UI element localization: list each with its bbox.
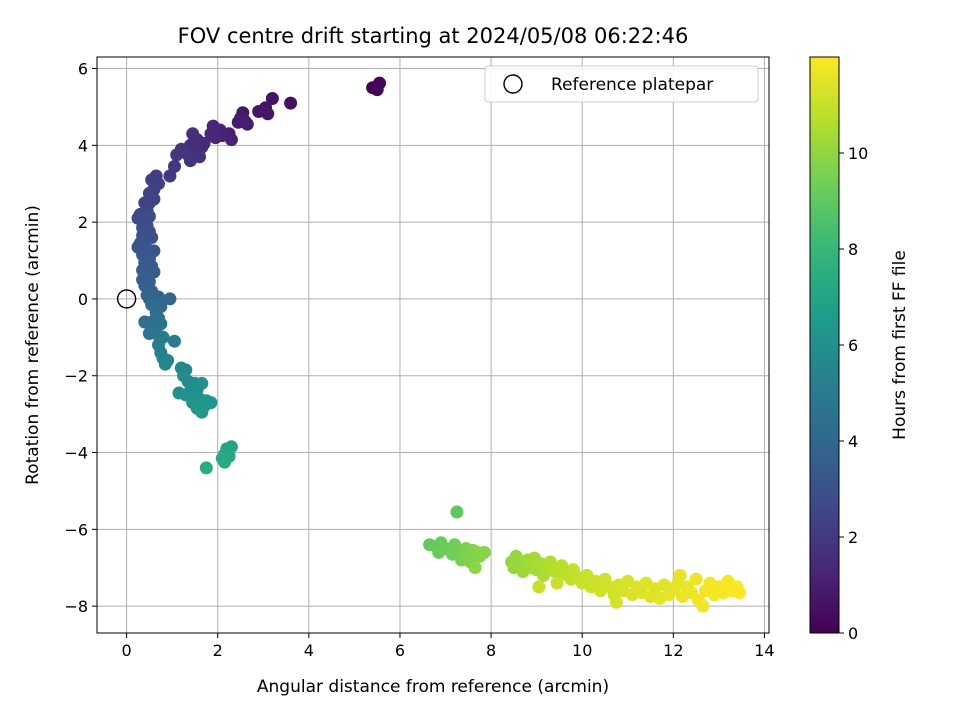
- data-point: [231, 115, 245, 129]
- x-axis-label: Angular distance from reference (arcmin): [257, 677, 609, 697]
- x-tick-label: 4: [304, 641, 314, 660]
- chart-title: FOV centre drift starting at 2024/05/08 …: [178, 24, 689, 48]
- legend-box: [484, 65, 759, 103]
- data-point: [284, 96, 298, 110]
- y-tick-label: −8: [64, 597, 88, 616]
- data-point: [199, 461, 213, 475]
- data-point: [609, 595, 623, 609]
- y-tick-label: −4: [64, 444, 88, 463]
- data-point: [158, 357, 172, 371]
- data-point: [261, 107, 275, 121]
- x-axis-ticks: 0 2 4 6 8 10 12 14: [122, 633, 775, 660]
- colorbar-tick-label: 2: [848, 528, 858, 547]
- x-tick-label: 0: [122, 641, 132, 660]
- x-tick-label: 2: [213, 641, 223, 660]
- legend-marker: [503, 74, 523, 94]
- colorbar-tick-label: 10: [848, 144, 868, 163]
- data-point: [204, 127, 218, 141]
- data-point: [450, 505, 464, 519]
- data-point: [195, 376, 209, 390]
- y-tick-label: 2: [78, 213, 88, 232]
- data-point: [696, 599, 710, 613]
- data-point: [163, 169, 177, 183]
- colorbar: [809, 56, 840, 634]
- colorbar-tick-label: 8: [848, 240, 858, 259]
- x-tick-label: 14: [754, 641, 774, 660]
- colorbar-tick-label: 6: [848, 336, 858, 355]
- y-tick-label: −2: [64, 367, 88, 386]
- x-tick-label: 6: [395, 641, 405, 660]
- data-point: [550, 576, 564, 590]
- legend-entry-label: Reference platepar: [551, 75, 713, 95]
- legend: Reference platepar: [484, 65, 759, 103]
- data-point: [197, 399, 211, 413]
- data-point: [170, 148, 184, 162]
- plot-frame: [96, 56, 770, 634]
- colorbar-tick-label: 4: [848, 432, 858, 451]
- y-tick-label: −6: [64, 520, 88, 539]
- colorbar-ticks: 0 2 4 6 8 10: [839, 144, 868, 643]
- data-point: [138, 315, 152, 329]
- data-point: [532, 580, 546, 594]
- data-point: [673, 568, 687, 582]
- y-axis-ticks: −8 −6 −4 −2 0 2 4 6: [64, 60, 97, 616]
- x-tick-label: 8: [486, 641, 496, 660]
- data-points: [131, 76, 746, 613]
- data-point: [468, 561, 482, 575]
- data-point: [477, 545, 491, 559]
- data-point: [265, 92, 279, 105]
- colorbar-label: Hours from first FF file: [890, 250, 910, 440]
- y-tick-label: 0: [78, 290, 88, 309]
- y-axis-label: Rotation from reference (arcmin): [23, 205, 43, 485]
- reference-platepar-marker: [116, 289, 137, 309]
- data-point: [732, 586, 746, 600]
- colorbar-tick-label: 0: [848, 624, 858, 643]
- data-point: [186, 127, 200, 141]
- data-point: [163, 292, 177, 306]
- x-tick-label: 12: [663, 641, 683, 660]
- y-tick-label: 4: [78, 136, 88, 155]
- data-point: [373, 76, 386, 90]
- data-point: [218, 455, 232, 469]
- grid-lines: [97, 57, 769, 633]
- x-tick-label: 10: [572, 641, 592, 660]
- data-point: [168, 334, 181, 348]
- data-point: [689, 572, 703, 586]
- y-tick-label: 6: [78, 60, 88, 79]
